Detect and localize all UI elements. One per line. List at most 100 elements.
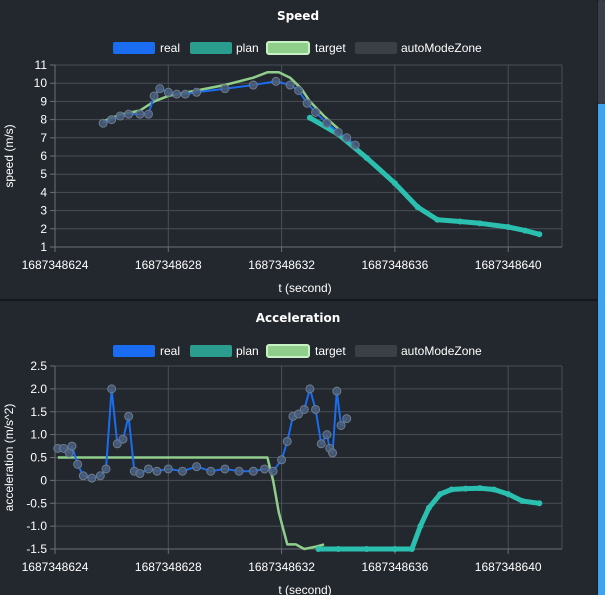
data-point-real: [299, 404, 309, 414]
legend-swatch-target[interactable]: [266, 41, 310, 55]
data-point-real: [115, 111, 125, 121]
x-axis: 1687348624 1687348628 1687348632 1687348636…: [22, 65, 563, 272]
speed-chart-panel: Speed real plan target autoModeZone 1 2 3 4 5 6 7 8 9…: [0, 0, 597, 299]
data-point-plan: [425, 504, 432, 511]
data-point-real: [87, 473, 97, 483]
data-point-real: [143, 464, 153, 474]
chart-title: Speed: [277, 9, 319, 23]
data-point-real: [135, 109, 145, 119]
data-point-real: [350, 140, 360, 150]
data-point-plan: [462, 485, 469, 492]
data-point-real: [220, 84, 230, 94]
series-real: [53, 384, 352, 483]
data-point-real: [107, 115, 117, 125]
data-point-plan: [363, 154, 370, 161]
x-tick-label: 1687348632: [248, 258, 315, 272]
data-point-real: [107, 384, 117, 394]
legend-label-target[interactable]: target: [315, 41, 346, 55]
y-tick-label: 2.5: [30, 359, 47, 373]
legend-label-real[interactable]: real: [160, 41, 180, 55]
legend-label-automodezone[interactable]: autoModeZone: [401, 41, 482, 55]
x-tick-label: 1687348628: [135, 560, 202, 574]
x-tick-label: 1687348636: [362, 560, 429, 574]
y-tick-label: 10: [34, 76, 48, 90]
legend-label-real[interactable]: real: [160, 344, 180, 358]
y-axis-label: speed (m/s): [2, 124, 16, 187]
data-point-plan: [476, 220, 483, 227]
panel-divider: [0, 299, 597, 301]
x-tick-label: 1687348628: [135, 258, 202, 272]
legend-swatch-real[interactable]: [113, 345, 155, 357]
x-tick-label: 1687348632: [248, 560, 315, 574]
data-point-real: [124, 109, 134, 119]
y-tick-label: 0: [40, 473, 47, 487]
y-tick-label: 6: [40, 149, 47, 163]
legend-label-plan[interactable]: plan: [236, 41, 259, 55]
data-point-plan: [505, 491, 512, 498]
y-tick-label: -1.5: [26, 542, 47, 556]
y-tick-label: 1.5: [30, 405, 47, 419]
data-point-plan: [391, 180, 398, 187]
data-point-plan: [408, 546, 415, 552]
series-real: [98, 76, 360, 150]
speed-chart: Speed real plan target autoModeZone 1 2 3 4 5 6 7 8 9…: [2, 9, 563, 295]
acceleration-chart: Acceleration real plan target autoModeZone -1…: [2, 311, 563, 595]
legend-swatch-target[interactable]: [266, 344, 310, 358]
x-tick-label: 1687348624: [22, 560, 89, 574]
data-point-real: [124, 411, 134, 421]
legend-label-automodezone[interactable]: autoModeZone: [401, 344, 482, 358]
data-point-plan: [491, 486, 498, 493]
data-point-real: [78, 471, 88, 481]
data-point-real: [98, 118, 108, 128]
legend-swatch-automodezone[interactable]: [355, 345, 397, 357]
data-point-real: [95, 471, 105, 481]
data-point-real: [322, 118, 332, 128]
y-tick-label: 9: [40, 94, 47, 108]
y-tick-label: 4: [40, 185, 47, 199]
x-tick-label: 1687348640: [475, 560, 542, 574]
y-tick-label: 2.0: [30, 382, 47, 396]
series-target: [102, 71, 340, 130]
data-point-real: [342, 133, 352, 143]
y-axis: 1 2 3 4 5 6 7 8 9 10 11: [34, 58, 562, 254]
y-tick-label: 2: [40, 222, 47, 236]
data-point-plan: [414, 203, 421, 210]
legend-swatch-real[interactable]: [113, 42, 155, 54]
y-tick-label: 1: [40, 240, 47, 254]
legend-swatch-plan[interactable]: [190, 42, 232, 54]
data-point-real: [163, 87, 173, 97]
y-tick-label: 1.0: [30, 428, 47, 442]
legend-swatch-automodezone[interactable]: [355, 42, 397, 54]
data-point-real: [152, 466, 162, 476]
data-point-plan: [437, 491, 444, 498]
data-point-plan: [457, 218, 464, 225]
series-plan: [315, 485, 543, 552]
data-point-real: [311, 404, 321, 414]
data-point-real: [285, 80, 295, 90]
data-point-real: [101, 464, 111, 474]
x-axis-label: t (second): [278, 281, 331, 295]
legend-label-target[interactable]: target: [315, 344, 346, 358]
legend-swatch-plan[interactable]: [190, 345, 232, 357]
data-point-real: [333, 127, 343, 137]
data-point-real: [149, 91, 159, 101]
data-point-real: [311, 107, 321, 117]
data-point-plan: [536, 500, 543, 507]
data-point-plan: [315, 546, 322, 552]
data-point-plan: [519, 497, 526, 504]
data-point-plan: [391, 546, 398, 552]
data-point-plan: [448, 486, 455, 493]
data-point-real: [206, 466, 216, 476]
data-point-plan: [522, 227, 529, 234]
data-point-real: [180, 89, 190, 99]
legend-label-plan[interactable]: plan: [236, 344, 259, 358]
data-point-plan: [434, 216, 441, 223]
y-tick-label: 7: [40, 131, 47, 145]
y-tick-label: 5: [40, 167, 47, 181]
data-point-real: [192, 87, 202, 97]
chart-title: Acceleration: [256, 311, 341, 325]
scrollbar-region[interactable]: [598, 0, 605, 104]
scrollbar-thumb[interactable]: [598, 104, 605, 595]
data-point-real: [163, 464, 173, 474]
data-point-real: [177, 466, 187, 476]
